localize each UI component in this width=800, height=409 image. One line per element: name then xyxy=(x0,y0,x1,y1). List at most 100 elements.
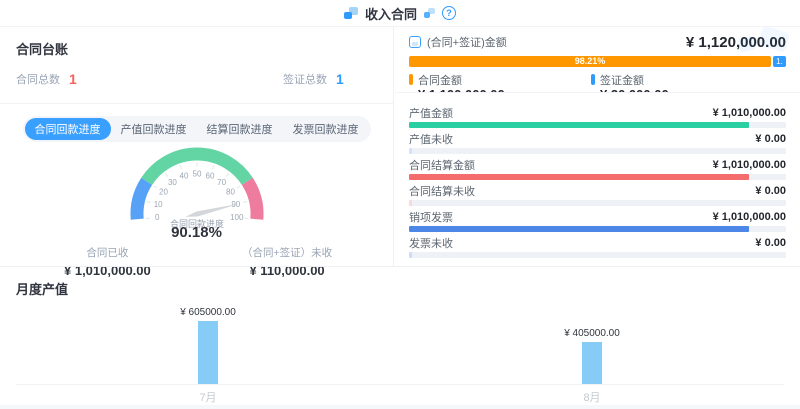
gauge-arc-segment xyxy=(140,147,253,186)
gauge-tick-label: 10 xyxy=(153,200,162,209)
metric-label: 合同结算金额 xyxy=(409,159,475,172)
metric-value: ¥ 1,010,000.00 xyxy=(712,158,786,171)
gauge-arc-segment xyxy=(129,177,152,220)
legend-item-2: 签证金额¥ 20,000.00 xyxy=(591,73,669,92)
legend-row: 签证金额 xyxy=(591,73,669,87)
tab-2[interactable]: 产值回款进度 xyxy=(120,124,187,136)
legend-value: ¥ 1,100,000.00 xyxy=(409,87,505,92)
tabs-wrap: 合同回款进度 产值回款进度 结算回款进度 发票回款进度 xyxy=(0,104,393,142)
metric-value: ¥ 0.00 xyxy=(755,132,786,145)
ledger-stats: 合同总数 1 签证总数 1 xyxy=(16,71,377,91)
metric-bar-track xyxy=(409,200,786,206)
monthly-chart: ¥ 605000.00 7月 ¥ 405000.00 8月 xyxy=(16,302,784,409)
stat-value: 1 xyxy=(336,71,344,87)
gauge-needle xyxy=(184,203,240,217)
page-header: 收入合同 ? xyxy=(0,0,800,27)
metric-top: 合同结算未收 ¥ 0.00 xyxy=(409,183,786,198)
help-icon[interactable]: ? xyxy=(442,6,456,20)
progress-tabs: 合同回款进度 产值回款进度 结算回款进度 发票回款进度 xyxy=(22,116,371,142)
gauge-tick-line xyxy=(164,173,168,177)
summary-value: ¥ 1,120,000.00 xyxy=(685,33,786,51)
ledger-title: 合同台账 xyxy=(16,42,69,57)
contract-amount-bar: 98.21% xyxy=(409,56,771,67)
gauge-section: 0102030405060708090100合同回款进度 90.18% 合同已收… xyxy=(0,144,393,281)
legend-marker-icon xyxy=(591,74,595,85)
gauge-arc-segment xyxy=(241,177,264,220)
metric-bar-fill xyxy=(409,252,412,258)
monthly-bar-8月 xyxy=(582,342,602,384)
gauge-tick-line xyxy=(211,165,214,170)
gauge-tick-label: 70 xyxy=(217,178,226,187)
metric-top: 产值未收 ¥ 0.00 xyxy=(409,131,786,146)
gauge-tick-label: 80 xyxy=(226,188,235,197)
x-axis-label: 7月 xyxy=(199,392,217,404)
gauge-tick-label: 30 xyxy=(167,178,176,187)
metric-label: 销项发票 xyxy=(409,211,453,224)
metric-label: 发票未收 xyxy=(409,237,453,250)
stat-label: 合同总数 xyxy=(16,74,60,86)
stat-value: 1 xyxy=(69,71,77,87)
gauge-tick-label: 60 xyxy=(205,172,214,181)
gauge-tick-line xyxy=(179,165,182,170)
gauge-tick-line xyxy=(242,201,247,203)
monthly-bar-7月 xyxy=(198,321,218,384)
contracts-icon xyxy=(343,7,358,19)
summary-top: (合同+签证)金额 ¥ 1,120,000.00 xyxy=(409,33,786,51)
metric-bar-fill xyxy=(409,226,750,232)
stat-label: 签证总数 xyxy=(283,74,327,86)
contracts-small-icon xyxy=(424,8,435,18)
legend-label: 合同金额 xyxy=(418,74,462,87)
gauge-tick-label: 50 xyxy=(192,170,201,179)
metric-row-6: 发票未收 ¥ 0.00 xyxy=(409,235,786,261)
metric-top: 产值金额 ¥ 1,010,000.00 xyxy=(409,105,786,120)
contract-doc-icon xyxy=(409,36,421,48)
metric-row-5: 销项发票 ¥ 1,010,000.00 xyxy=(409,209,786,235)
bar-value-label: ¥ 605000.00 xyxy=(180,307,236,318)
gauge-tick-label: 20 xyxy=(159,188,168,197)
metric-value: ¥ 1,010,000.00 xyxy=(712,210,786,223)
tab-3[interactable]: 结算回款进度 xyxy=(206,124,273,136)
gauge-tick-label: 0 xyxy=(154,213,159,222)
bottom-strip xyxy=(0,405,800,409)
metric-value: ¥ 0.00 xyxy=(755,184,786,197)
metric-row-3: 合同结算金额 ¥ 1,010,000.00 xyxy=(409,157,786,183)
gauge-tick-line xyxy=(146,201,151,203)
legend-label: 签证金额 xyxy=(600,74,644,87)
metric-bar-track xyxy=(409,174,786,180)
metric-row-4: 合同结算未收 ¥ 0.00 xyxy=(409,183,786,209)
summary-label: (合同+签证)金额 xyxy=(427,37,507,49)
metric-row-2: 产值未收 ¥ 0.00 xyxy=(409,131,786,157)
visa-amount-bar: 1. xyxy=(773,56,786,67)
tab-1[interactable]: 合同回款进度 xyxy=(24,118,111,140)
tab-4[interactable]: 发票回款进度 xyxy=(292,124,359,136)
metric-top: 发票未收 ¥ 0.00 xyxy=(409,235,786,250)
metric-bar-fill xyxy=(409,200,412,206)
metric-top: 销项发票 ¥ 1,010,000.00 xyxy=(409,209,786,224)
metric-bar-fill xyxy=(409,174,750,180)
gauge-tick-line xyxy=(153,185,157,189)
legend-value: ¥ 20,000.00 xyxy=(591,87,669,92)
monthly-section: 月度产值 ¥ 605000.00 7月 ¥ 405000.00 8月 xyxy=(0,266,800,409)
bar-value-label: ¥ 405000.00 xyxy=(564,328,620,339)
metric-label: 合同结算未收 xyxy=(409,185,475,198)
gauge-tick-label: 40 xyxy=(179,172,188,181)
metric-bar-track xyxy=(409,226,786,232)
gauge-tick-label: 100 xyxy=(230,213,244,222)
x-axis-line xyxy=(16,384,784,385)
legend-item-1: 合同金额¥ 1,100,000.00 xyxy=(409,73,505,92)
metric-row-1: 产值金额 ¥ 1,010,000.00 xyxy=(409,105,786,131)
stat-label: 合同已收 xyxy=(86,247,129,259)
ledger-stat-2: 签证总数 1 xyxy=(283,71,344,87)
summary-progress-bar: 98.21% 1. xyxy=(409,56,786,67)
gauge-tick-line xyxy=(236,185,240,189)
metric-value: ¥ 0.00 xyxy=(755,236,786,249)
left-column: 合同台账 合同总数 1 签证总数 1 合同回款进度 产值回款进度 结算回款进度 发票回款进度… xyxy=(0,27,394,278)
summary-legend: 合同金额¥ 1,100,000.00 签证金额¥ 20,000.00 xyxy=(409,73,786,92)
metric-bar-track xyxy=(409,252,786,258)
metric-label: 产值金额 xyxy=(409,107,453,120)
metric-value: ¥ 1,010,000.00 xyxy=(712,106,786,119)
right-column: (合同+签证)金额 ¥ 1,120,000.00 98.21% 1. 合同金额¥… xyxy=(395,27,800,266)
legend-marker-icon xyxy=(409,74,413,85)
metrics-list: 产值金额 ¥ 1,010,000.00 产值未收 ¥ 0.00 合同结算金额 ¥ 1,01… xyxy=(395,93,800,261)
